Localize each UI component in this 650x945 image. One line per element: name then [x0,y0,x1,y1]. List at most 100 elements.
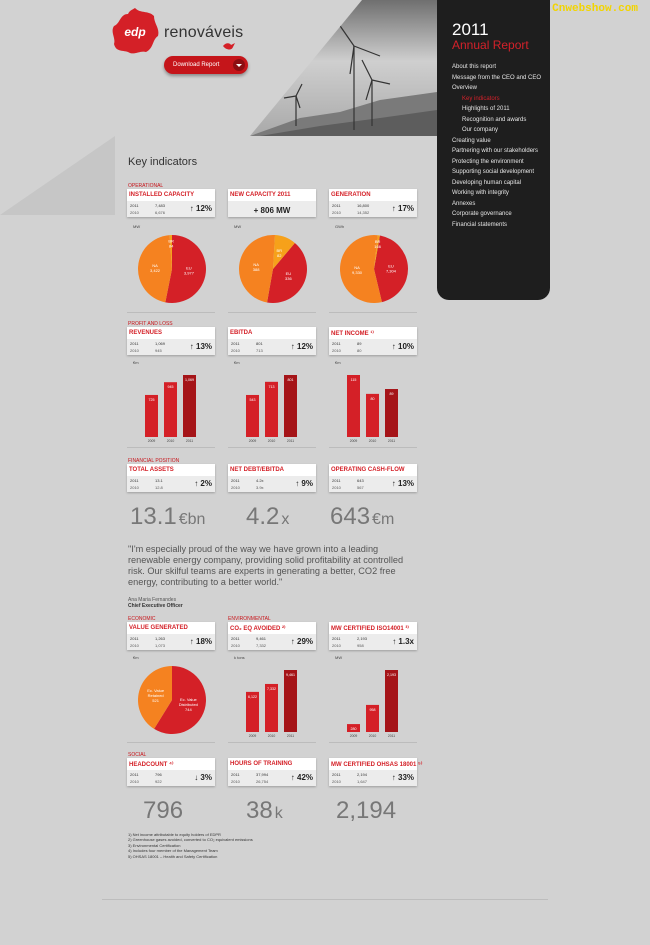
card-single-value: + 806 MW [253,206,291,215]
card-title: INSTALLED CAPACITY [129,192,195,198]
sidebar-item[interactable]: Protecting the environment [452,158,524,165]
value-previous: 1,647 [357,779,368,784]
value-current: 4.2x [256,478,264,483]
pie-label: NA [354,265,360,270]
divider [228,447,316,448]
pie-label: 7,304 [386,268,397,273]
sidebar-item[interactable]: Creating value [452,137,491,144]
download-report-button[interactable]: Download Report [164,56,248,74]
year-previous: 2010 [332,348,341,353]
card-mw-iso14001: MW CERTIFIED ISO14001 ³⁾ 2011 2010 2,193… [329,622,417,650]
year-current: 2011 [130,203,139,208]
pie-label: 166 [374,244,381,249]
pie-label: Ec. Value [180,697,198,702]
card-title: GENERATION [331,192,371,198]
card-title: MW CERTIFIED OHSAS 18001 ⁵⁾ [331,762,423,768]
sidebar-item[interactable]: Financial statements [452,221,508,228]
sidebar-item[interactable]: Key indicators [462,95,500,102]
section-label-environmental: ENVIRONMENTAL [228,616,271,622]
card-values: 2011 2010 4.2x 3.9x ↑ 9% [228,476,316,492]
page-title: Key indicators [128,156,198,168]
tick-label: 2011 [388,439,395,443]
pie-slice-br [374,235,380,269]
card-mw-ohsas18001: MW CERTIFIED OHSAS 18001 ⁵⁾ 2011 2010 2,… [329,758,422,786]
bar-2009 [145,394,158,437]
year-current: 2011 [332,203,341,208]
year-previous: 2010 [332,485,341,490]
bar-value-label: 115 [351,378,357,382]
sidebar-item[interactable]: Partnering with our stakeholders [452,148,539,154]
sidebar-item[interactable]: Highlights of 2011 [462,106,510,112]
download-report-label: Download Report [173,62,220,68]
value-previous: 958 [357,643,364,648]
pie-label: 744 [185,707,192,712]
value-current: 1,263 [155,636,166,641]
sidebar-item[interactable]: Developing human capital [452,179,522,186]
divider [329,742,417,743]
year-current: 2011 [130,341,139,346]
pie-slice-na [138,235,172,303]
card-new-capacity: NEW CAPACITY 2011 + 806 MW [228,189,316,217]
section-label-operational: OPERATIONAL [128,183,164,189]
card-values: 2011 2010 37,994 26,754 ↑ 42% [228,770,316,786]
sidebar: 2011 Annual Report About this report Mess… [437,0,550,300]
sidebar-item[interactable]: Corporate governance [452,211,512,217]
card-title: EBITDA [230,330,253,336]
pie-slice-br [273,235,295,269]
bar-value-label: 2,193 [387,673,396,677]
year-previous: 2010 [231,348,240,353]
sidebar-item[interactable]: Annexes [452,200,476,207]
card-title: TOTAL ASSETS [129,467,174,473]
unit-label: €m [133,360,139,365]
value-previous: 7,332 [256,643,267,648]
card-title: VALUE GENERATED [129,625,188,631]
divider [329,447,417,448]
sidebar-item[interactable]: Supporting social development [452,169,535,175]
unit-label: MW [234,224,242,229]
year-current: 2011 [332,341,341,346]
section-label-financial: FINANCIAL POSITION [128,458,180,464]
big-number: 4.2 [246,503,280,530]
pie-label: 521 [152,698,159,703]
card-title: MW CERTIFIED ISO14001 ³⁾ [331,626,409,632]
tick-label: 2010 [369,734,377,738]
value-previous: 80 [357,348,362,353]
bar-2009 [347,375,360,437]
value-current: 1,069 [155,341,166,346]
unit-label: k tons [234,655,245,660]
sidebar-item[interactable]: About this report [452,64,497,70]
edp-logo[interactable]: edp [108,6,162,56]
year-previous: 2010 [332,643,341,648]
tick-label: 2009 [350,439,358,443]
value-current: 9,461 [256,636,267,641]
hero-wind-turbines-image [0,0,437,215]
year-previous: 2010 [332,779,341,784]
sidebar-item[interactable]: Our company [462,127,499,133]
big-ohsas: 2,194 [336,797,398,825]
card-values: 2011 2010 1,069 945 ↑ 13% [127,339,215,355]
value-previous: 6,676 [155,210,166,215]
unit-label: GWh [335,224,345,229]
bar-value-label: 7,332 [267,687,276,691]
pie-slice-na [239,235,276,303]
tick-label: 2009 [249,734,257,738]
year-previous: 2010 [130,779,139,784]
pie-label: BR [168,239,174,244]
year-current: 2011 [231,772,240,777]
sidebar-item[interactable]: Working with integrity [452,190,509,196]
value-current: 2,193 [357,636,368,641]
pie-slice-eu [267,242,307,303]
svg-text:edp: edp [124,25,145,39]
year-current: 2011 [332,478,341,483]
big-headcount: 796 [143,797,185,825]
sidebar-item[interactable]: Overview [452,85,478,91]
bar-value-label: 958 [370,708,376,712]
tick-label: 2009 [350,734,358,738]
value-previous: 922 [155,779,162,784]
sidebar-item[interactable]: Message from the CEO and CEO [452,74,542,81]
sidebar-item[interactable]: Recognition and awards [462,116,527,123]
value-previous: 567 [357,485,364,490]
